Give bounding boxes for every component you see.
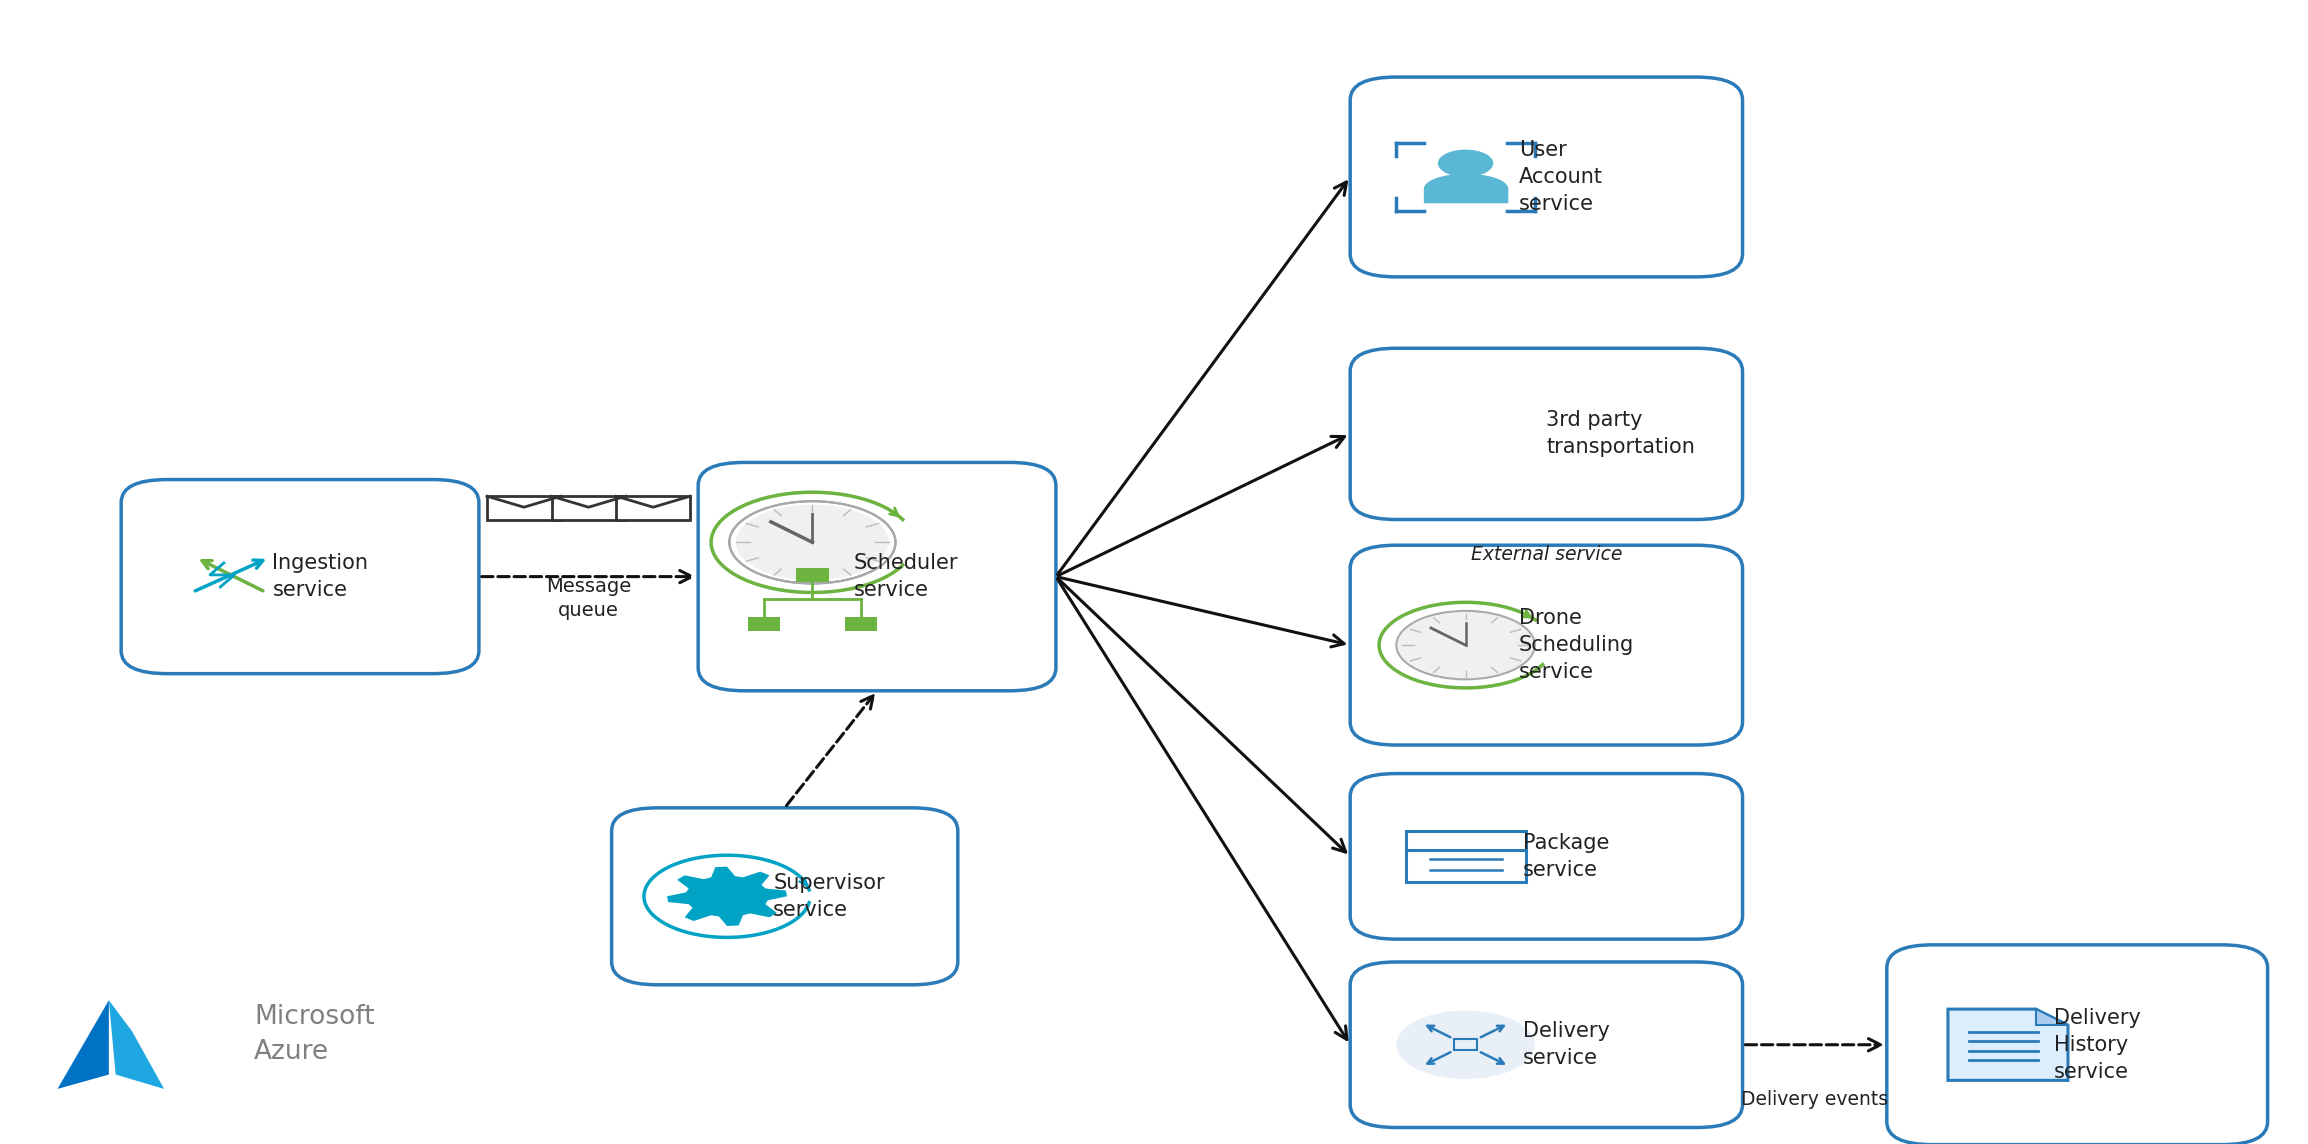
FancyBboxPatch shape (616, 496, 690, 521)
FancyBboxPatch shape (1350, 348, 1743, 519)
Text: Microsoft
Azure: Microsoft Azure (254, 1004, 374, 1065)
FancyBboxPatch shape (487, 496, 561, 521)
Circle shape (1396, 611, 1535, 680)
Text: Package
service: Package service (1523, 833, 1609, 880)
FancyBboxPatch shape (1406, 831, 1526, 882)
Text: User
Account
service: User Account service (1519, 140, 1602, 214)
Circle shape (729, 501, 896, 583)
FancyBboxPatch shape (1350, 962, 1743, 1128)
FancyBboxPatch shape (1886, 945, 2266, 1144)
FancyBboxPatch shape (845, 617, 877, 631)
Text: Delivery
History
service: Delivery History service (2054, 1008, 2142, 1082)
Polygon shape (58, 1000, 108, 1089)
Polygon shape (2036, 1009, 2068, 1025)
Text: External service: External service (1470, 545, 1623, 564)
Polygon shape (1948, 1009, 2068, 1080)
Polygon shape (667, 867, 787, 925)
FancyBboxPatch shape (1350, 77, 1743, 277)
FancyBboxPatch shape (1350, 546, 1743, 745)
FancyBboxPatch shape (552, 496, 625, 521)
Text: Scheduler
service: Scheduler service (854, 553, 958, 601)
FancyBboxPatch shape (1350, 773, 1743, 939)
Circle shape (736, 505, 889, 580)
FancyBboxPatch shape (697, 462, 1057, 691)
Text: Ingestion
service: Ingestion service (272, 553, 369, 601)
Circle shape (704, 885, 750, 907)
FancyBboxPatch shape (796, 567, 829, 582)
Text: Drone
Scheduling
service: Drone Scheduling service (1519, 607, 1634, 682)
Text: Delivery events: Delivery events (1740, 1090, 1888, 1110)
Text: Message
queue: Message queue (547, 577, 630, 620)
Text: Supervisor
service: Supervisor service (773, 873, 884, 920)
Text: Delivery
service: Delivery service (1523, 1022, 1611, 1068)
FancyBboxPatch shape (748, 617, 780, 631)
Polygon shape (108, 1000, 164, 1089)
Circle shape (1438, 150, 1493, 177)
FancyBboxPatch shape (612, 808, 958, 985)
Circle shape (1396, 1010, 1535, 1079)
Text: 3rd party
transportation: 3rd party transportation (1546, 411, 1696, 458)
FancyBboxPatch shape (122, 479, 480, 674)
